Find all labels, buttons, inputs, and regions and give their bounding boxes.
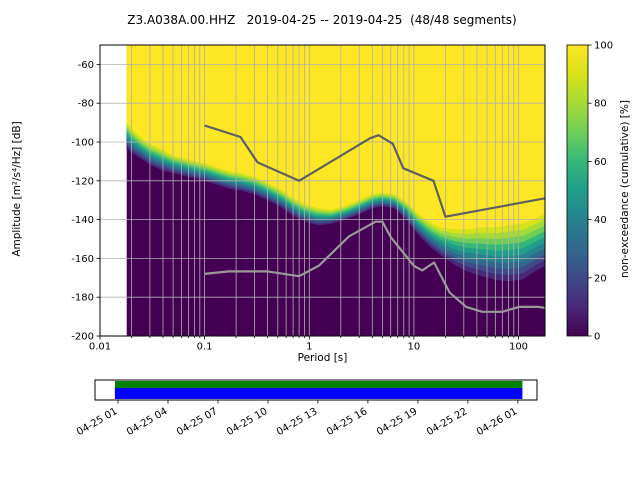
svg-text:100: 100	[594, 41, 613, 52]
svg-text:-120: -120	[71, 176, 94, 187]
svg-text:04-25 04: 04-25 04	[125, 406, 169, 438]
svg-text:-140: -140	[71, 215, 94, 226]
timeline-coverage-green	[114, 381, 523, 388]
svg-text:04-25 22: 04-25 22	[425, 406, 469, 438]
svg-text:0.1: 0.1	[197, 342, 213, 353]
x-axis-label: Period [s]	[297, 352, 348, 364]
timeline-coverage-blue	[114, 388, 523, 399]
svg-text:0.01: 0.01	[89, 342, 111, 353]
timeline-bar	[94, 379, 538, 401]
colorbar-ticks	[588, 44, 592, 337]
svg-text:-200: -200	[71, 332, 94, 343]
svg-text:04-26 01: 04-26 01	[475, 406, 519, 438]
svg-text:-180: -180	[71, 293, 94, 304]
svg-text:80: 80	[594, 99, 607, 110]
svg-text:04-25 16: 04-25 16	[325, 406, 369, 438]
svg-text:40: 40	[594, 215, 607, 226]
axes-frame	[99, 44, 546, 337]
svg-text:04-25 07: 04-25 07	[175, 406, 219, 438]
svg-text:100: 100	[509, 342, 528, 353]
tick-marks	[96, 64, 519, 340]
svg-text:04-25 13: 04-25 13	[275, 406, 319, 438]
ppsd-heatmap	[126, 45, 545, 336]
y-tick-labels: -200 -180 -160 -140 -120 -100 -80 -60	[71, 60, 94, 343]
colorbar-tick-labels: 0 20 40 60 80 100	[594, 41, 613, 343]
plot-title: Z3.A038A.00.HHZ 2019-04-25 -- 2019-04-25…	[127, 13, 517, 27]
svg-text:-80: -80	[78, 99, 94, 110]
svg-text:10: 10	[408, 342, 421, 353]
svg-text:20: 20	[594, 273, 607, 284]
timeline-tick-labels: 04-25 01 04-25 04 04-25 07 04-25 10 04-25 13…	[75, 400, 519, 438]
noise-model-high-line	[204, 124, 545, 218]
svg-text:-100: -100	[71, 138, 94, 149]
colorbar-gradient	[566, 44, 589, 337]
svg-text:60: 60	[594, 157, 607, 168]
svg-text:-160: -160	[71, 254, 94, 265]
svg-text:0: 0	[594, 332, 600, 343]
svg-text:-60: -60	[78, 60, 94, 71]
x-tick-labels: 0.01 0.1 1 10 100	[89, 342, 528, 353]
svg-text:04-25 10: 04-25 10	[225, 406, 269, 438]
svg-text:04-25 01: 04-25 01	[75, 406, 119, 438]
noise-model-low-line	[204, 220, 545, 313]
svg-text:04-25 19: 04-25 19	[375, 406, 419, 438]
svg-text:1: 1	[306, 342, 312, 353]
